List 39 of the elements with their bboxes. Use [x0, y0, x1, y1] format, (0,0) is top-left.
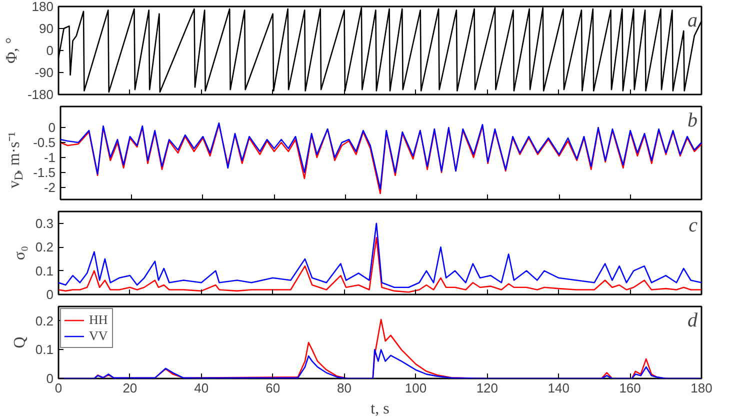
- x-tick-label: 120: [476, 380, 498, 396]
- y-axis-title: Q: [11, 336, 28, 348]
- x-tick-label: 100: [404, 380, 427, 396]
- y-tick-label: -0.5: [33, 135, 56, 150]
- x-tick-label: 160: [619, 380, 641, 396]
- y-tick-label: -90: [34, 65, 54, 80]
- y-axis-title: vD, m·s⁻¹: [6, 132, 26, 188]
- annotation: c: [688, 214, 698, 236]
- y-tick-label: -1.5: [33, 165, 56, 180]
- annotation: a: [688, 10, 698, 32]
- x-tick-label: 140: [548, 380, 570, 396]
- y-tick-label: 0: [46, 371, 54, 386]
- y-tick-label: 90: [39, 21, 54, 36]
- y-tick-label: 0.1: [35, 263, 54, 278]
- y-tick-label: 0.1: [35, 342, 54, 358]
- x-tick-label: 40: [194, 380, 209, 396]
- y-axis-title: σ₀: [11, 246, 28, 260]
- line-series: [58, 222, 702, 288]
- y-tick-label: 0.2: [35, 240, 54, 255]
- x-axis-title: t, s: [370, 400, 390, 418]
- y-tick-label: 180: [32, 0, 54, 14]
- legend-label: HH: [89, 312, 109, 328]
- y-tick-label: 0.3: [35, 216, 54, 231]
- y-tick-label: -2: [44, 180, 56, 195]
- y-tick-label: 0: [46, 43, 54, 58]
- x-tick-label: 180: [690, 380, 712, 396]
- y-tick-label: -180: [27, 87, 54, 102]
- line-series: [58, 7, 702, 93]
- y-tick-label: 0.2: [35, 313, 54, 328]
- y-tick-label: -1: [44, 150, 56, 165]
- x-tick-label: 80: [337, 380, 352, 396]
- x-tick-label: 20: [122, 380, 138, 396]
- annotation: d: [688, 310, 698, 332]
- legend-label: VV: [89, 328, 109, 344]
- y-tick-label: 0: [48, 120, 56, 135]
- y-axis-title: Φ, °: [3, 37, 20, 64]
- x-tick-label: 60: [266, 380, 280, 396]
- y-tick-label: 0: [46, 287, 54, 302]
- annotation: b: [688, 110, 698, 132]
